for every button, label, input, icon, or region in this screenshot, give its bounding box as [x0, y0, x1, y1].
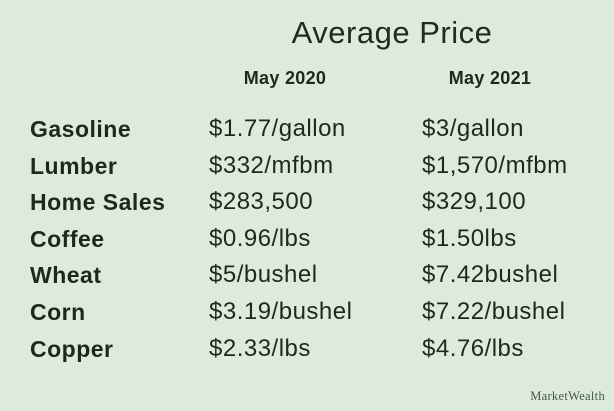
commodity-label: Coffee	[30, 225, 105, 252]
price-table-body: Gasoline $1.77/gallon $3/gallon Lumber $…	[0, 111, 614, 367]
page-title: Average Price	[291, 15, 493, 50]
price-may-2020: $2.33/lbs	[209, 334, 311, 362]
column-header-may-2020: May 2020	[243, 68, 327, 88]
commodity-label: Lumber	[30, 152, 118, 179]
price-may-2021: $1,570/mfbm	[422, 151, 568, 179]
price-may-2020: $5/bushel	[209, 261, 318, 289]
column-header-may-2021: May 2021	[448, 68, 532, 88]
price-may-2020: $1.77/gallon	[209, 115, 346, 142]
commodity-label: Copper	[30, 335, 114, 362]
price-may-2021: $4.76/lbs	[422, 334, 524, 362]
table-row: Home Sales $283,500 $329,100	[0, 184, 614, 221]
table-row: Copper $2.33/lbs $4.76/lbs	[0, 331, 614, 368]
commodity-label: Corn	[30, 298, 86, 325]
commodity-label: Home Sales	[30, 189, 166, 216]
price-may-2020: $0.96/lbs	[209, 224, 311, 252]
price-may-2021: $1.50lbs	[422, 224, 517, 252]
watermark-marketwealth: MarketWealth	[530, 389, 605, 403]
commodity-label: Gasoline	[30, 116, 132, 142]
price-may-2020: $3.19/bushel	[209, 297, 353, 325]
table-row: Corn $3.19/bushel $7.22/bushel	[0, 294, 614, 331]
price-may-2021: $7.22/bushel	[422, 297, 566, 325]
table-row: Wheat $5/bushel $7.42bushel	[0, 257, 614, 294]
price-may-2020: $283,500	[209, 188, 314, 216]
table-row: Coffee $0.96/lbs $1.50lbs	[0, 221, 614, 258]
price-may-2021: $7.42bushel	[422, 261, 559, 289]
price-may-2021: $3/gallon	[422, 115, 524, 142]
commodity-label: Wheat	[30, 262, 102, 289]
table-row: Gasoline $1.77/gallon $3/gallon	[0, 111, 614, 148]
price-may-2020: $332/mfbm	[209, 151, 334, 179]
price-may-2021: $329,100	[422, 188, 527, 216]
table-row: Lumber $332/mfbm $1,570/mfbm	[0, 148, 614, 185]
